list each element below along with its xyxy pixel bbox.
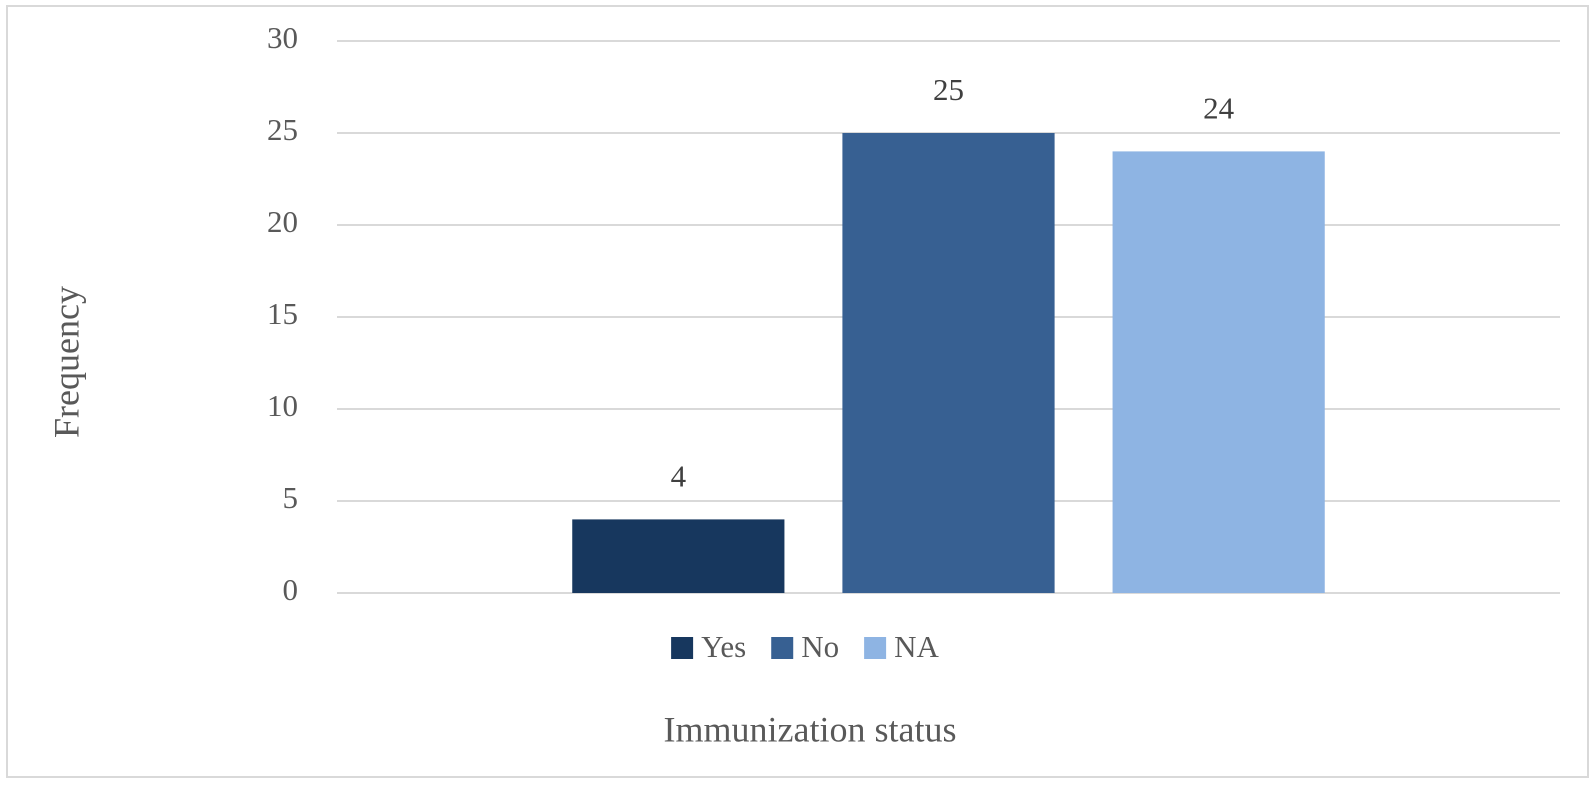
y-tick-label: 0	[283, 572, 299, 607]
bar	[572, 519, 785, 593]
legend-label: NA	[894, 629, 939, 664]
bar	[842, 133, 1055, 593]
legend-label: Yes	[701, 629, 746, 664]
y-tick-label: 15	[267, 296, 298, 331]
legend-swatch	[864, 637, 887, 659]
y-tick-label: 25	[267, 112, 298, 147]
legend-label: No	[801, 629, 839, 664]
legend-swatch	[671, 637, 694, 659]
y-tick-label: 5	[283, 480, 299, 515]
y-tick-label: 10	[267, 388, 298, 423]
legend-swatch	[771, 637, 794, 659]
bar	[1112, 151, 1325, 593]
data-label: 25	[933, 72, 964, 107]
data-label: 4	[671, 459, 687, 494]
chart-frame	[6, 5, 1589, 778]
data-label: 24	[1203, 91, 1235, 126]
y-axis-title: Frequency	[46, 286, 86, 438]
y-tick-label: 30	[267, 20, 298, 55]
x-axis-title: Immunization status	[664, 709, 957, 749]
y-tick-label: 20	[267, 204, 298, 239]
